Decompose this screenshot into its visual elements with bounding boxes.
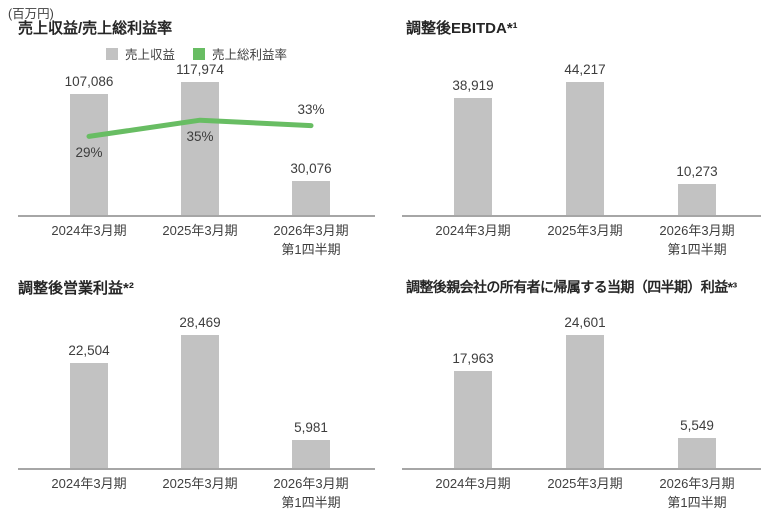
bar-value-label: 107,086 [64,74,114,90]
bar [292,440,330,468]
x-axis-label: 2024年3月期 [435,476,511,491]
bar [678,438,716,468]
bar-value-label: 38,919 [452,78,494,94]
bar [566,335,604,468]
x-axis-line [18,215,375,217]
x-axis-line [18,468,375,470]
x-axis-label: 2026年3月期 第1四半期 [659,476,735,510]
line-value-label: 35% [186,129,214,145]
x-axis-label: 2024年3月期 [435,223,511,238]
chart-legend: 売上収益 売上総利益率 [106,44,287,63]
bar-value-label: 24,601 [564,315,606,331]
bar-value-label: 44,217 [564,62,606,78]
x-axis-label: 2026年3月期 第1四半期 [273,223,349,257]
x-axis-label: 2026年3月期 第1四半期 [273,476,349,510]
gross-margin-line [86,117,314,139]
chart-title: 売上収益/売上総利益率 [18,20,173,37]
bar [181,82,219,215]
bar-value-label: 28,469 [179,315,221,331]
bar-value-label: 5,549 [680,418,714,434]
bar-value-label: 17,963 [452,351,494,367]
chart-revenue-gross-margin: 売上収益/売上総利益率 売上収益 売上総利益率 107,086 2024年3月期 1… [8,0,380,257]
bar [181,335,219,468]
line-value-label: 29% [75,145,103,161]
legend-item-gross-margin: 売上総利益率 [193,44,287,63]
bar [678,184,716,215]
bar-value-label: 5,981 [294,420,328,436]
x-axis-line [402,468,761,470]
chart-title: 調整後親会社の所有者に帰属する当期（四半期）利益*³ [406,279,737,295]
legend-line-swatch [193,47,206,60]
bar [70,363,108,468]
chart-title: 調整後営業利益*² [18,280,134,297]
chart-plot: 107,086 2024年3月期 117,974 2025年3月期 30,076 2026… [18,57,375,257]
bar-value-label: 10,273 [676,164,718,180]
bar-value-label: 22,504 [68,343,110,359]
legend-item-revenue: 売上収益 [106,44,175,63]
chart-plot: 38,919 2024年3月期 44,217 2025年3月期 10,273 2026年3… [402,57,761,257]
chart-plot: 22,504 2024年3月期 28,469 2025年3月期 5,981 2026年3月… [18,310,375,510]
chart-title: 調整後EBITDA*¹ [406,20,518,37]
x-axis-label: 2026年3月期 第1四半期 [659,223,735,257]
x-axis-label: 2024年3月期 [51,476,127,491]
bar [292,181,330,215]
x-axis-label: 2025年3月期 [547,476,623,491]
legend-label-revenue: 売上収益 [125,48,176,62]
chart-adjusted-profit-attributable-to-owners: 調整後親会社の所有者に帰属する当期（四半期）利益*³ 17,963 2024年3月… [396,253,768,510]
x-axis-label: 2025年3月期 [162,223,238,238]
legend-bar-swatch [106,47,118,60]
unit-label: (百万円) [8,7,54,21]
x-axis-label: 2025年3月期 [547,223,623,238]
bar-value-label: 117,974 [176,62,224,78]
bar [454,371,492,468]
chart-plot: 17,963 2024年3月期 24,601 2025年3月期 5,549 2026年3月… [402,310,761,510]
legend-label-gross-margin: 売上総利益率 [212,48,288,62]
x-axis-label: 2024年3月期 [51,223,127,238]
x-axis-line [402,215,761,217]
bar [70,94,108,215]
x-axis-label: 2025年3月期 [162,476,238,491]
bar [566,82,604,215]
chart-adjusted-ebitda: 調整後EBITDA*¹ 38,919 2024年3月期 44,217 2025年3月期… [396,0,768,257]
bar-value-label: 30,076 [290,161,332,177]
line-value-label: 33% [297,101,325,117]
chart-adjusted-operating-profit: 調整後営業利益*² 22,504 2024年3月期 28,469 2025年3月期 5,… [8,253,380,510]
bar [454,98,492,215]
